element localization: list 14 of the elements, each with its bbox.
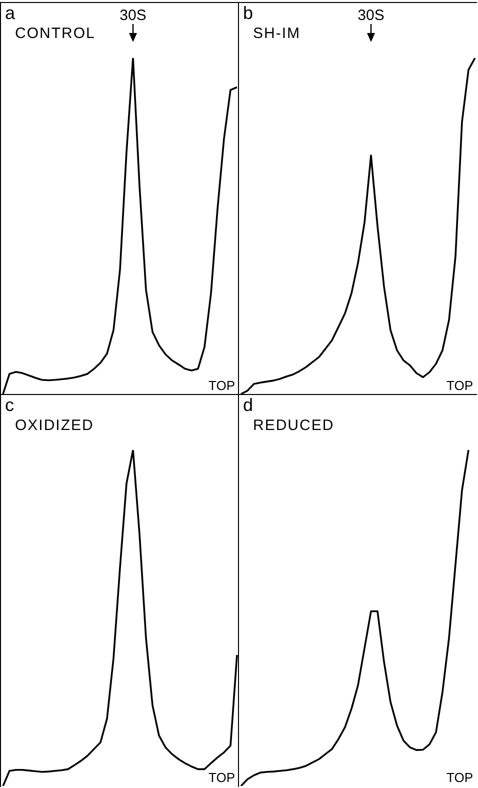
x-axis-title: TOP [208, 378, 235, 393]
x-axis-title: TOP [208, 770, 235, 785]
x-axis-title: TOP [446, 378, 473, 393]
chart-title: a [5, 3, 16, 24]
chart-subtitle: CONTROL [15, 25, 96, 42]
chart-title: c [5, 395, 14, 416]
chart-subtitle: REDUCED [253, 417, 334, 434]
chart-subtitle: SH-IM [253, 25, 300, 42]
chart-subtitle: OXIDIZED [15, 417, 94, 434]
text: 30S [118, 7, 148, 24]
x-axis-title: TOP [446, 770, 473, 785]
chart-title: d [243, 395, 254, 416]
chart-title: b [243, 3, 254, 24]
text: 30S [356, 7, 386, 24]
